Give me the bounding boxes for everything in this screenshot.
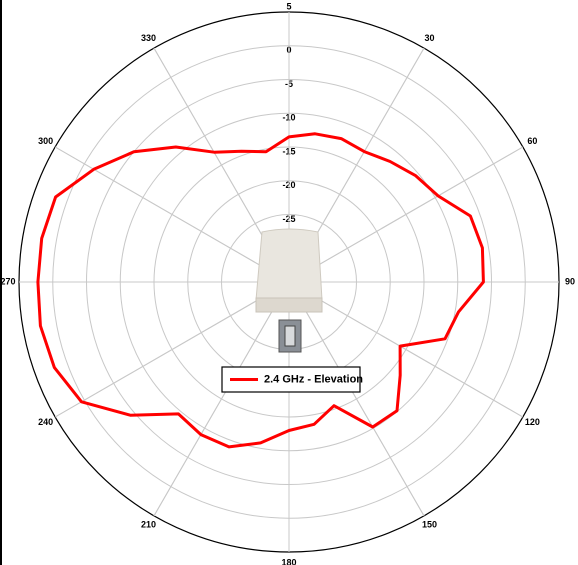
legend-label: 2.4 GHz - Elevation	[264, 373, 363, 385]
theta-tick-label: 240	[38, 417, 53, 427]
antenna-image	[255, 228, 323, 353]
theta-tick-label: 30	[424, 33, 434, 43]
marks	[36, 132, 485, 449]
r-tick-label: 5	[286, 1, 291, 11]
theta-tick-label: 180	[281, 557, 296, 565]
theta-tick-label: 150	[422, 520, 437, 530]
theta-tick-label: 210	[141, 520, 156, 530]
theta-tick-label: 300	[38, 136, 53, 146]
theta-tick-label: 270	[0, 276, 15, 286]
theta-tick-label: 330	[141, 33, 156, 43]
theta-tick-label: 90	[565, 276, 575, 286]
theta-tick-label: 60	[527, 136, 537, 146]
legend: 2.4 GHz - Elevation	[221, 366, 363, 393]
theta-tick-label: 120	[525, 417, 540, 427]
pattern-line	[36, 132, 485, 449]
